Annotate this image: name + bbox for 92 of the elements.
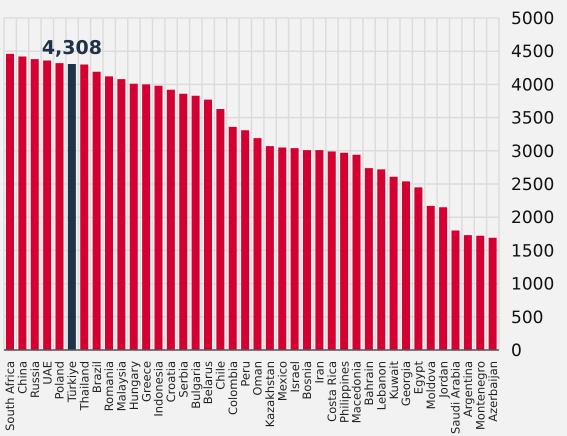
bar [228, 126, 237, 350]
x-tick-label: Saudi Arabia [448, 361, 463, 434]
x-tick-label: Mexico [275, 361, 290, 402]
y-tick-label: 4500 [511, 42, 554, 62]
bar [130, 84, 138, 350]
bar [364, 168, 373, 350]
x-tick-label: Moldova [424, 361, 438, 410]
bar [154, 86, 162, 350]
x-tick-label: Indonesia [152, 361, 166, 417]
bar [340, 152, 348, 350]
x-tick-label: Bulgaria [188, 361, 203, 409]
bar [290, 148, 299, 350]
bar [352, 154, 360, 350]
bar [402, 181, 410, 350]
bar [80, 64, 88, 350]
y-tick-label: 500 [511, 308, 544, 328]
y-tick-label: 3500 [511, 108, 554, 129]
x-tick-label: Croatia [164, 361, 178, 402]
bar [476, 236, 484, 350]
bar [303, 150, 311, 350]
x-tick-label: Oman [250, 361, 265, 396]
y-tick-label: 0 [511, 341, 522, 362]
x-tick-label: Russia [28, 361, 42, 398]
y-tick-label: 4000 [511, 75, 554, 96]
x-tick-label: Türkiye [65, 361, 80, 404]
bar [464, 235, 472, 350]
bar [204, 100, 212, 350]
x-tick-label: Bahrain [362, 361, 376, 406]
bar [216, 108, 224, 350]
y-tick-label: 1500 [511, 241, 554, 262]
x-tick-label: Argentina [461, 361, 476, 418]
bar [179, 94, 188, 350]
bar [315, 150, 324, 350]
bar [390, 176, 398, 350]
bar [414, 187, 422, 350]
bar [142, 84, 150, 350]
bar [488, 238, 497, 350]
bar [30, 59, 39, 350]
y-tick-label: 2000 [511, 208, 554, 228]
x-tick-label: Serbia [176, 361, 190, 398]
x-tick-label: Philippines [337, 361, 352, 423]
x-tick-label: UAE [40, 361, 54, 385]
x-tick-label: Montenegro [473, 361, 488, 430]
x-tick-label: Chile [214, 361, 228, 390]
x-tick-label: Greece [139, 361, 154, 402]
y-tick-label: 3000 [511, 142, 554, 162]
bar [377, 169, 386, 350]
data-label: 4,308 [42, 36, 102, 59]
bar [166, 90, 175, 350]
bar [92, 72, 101, 350]
x-tick-label: Belarus [201, 360, 216, 404]
bar [18, 56, 26, 350]
x-tick-label: Iran [312, 361, 327, 384]
bar [192, 96, 200, 350]
bar [254, 138, 262, 350]
bar [241, 130, 250, 350]
x-tick-label: Azerbaijan [486, 361, 500, 422]
x-tick-label: South Africa [3, 361, 18, 431]
x-tick-label: Hungary [126, 360, 141, 410]
bar [439, 207, 448, 350]
x-tick-label: Egypt [412, 360, 426, 394]
bar [117, 79, 126, 350]
x-tick-label: Poland [52, 361, 67, 400]
bar [68, 64, 76, 350]
x-tick-label: Thailand [77, 361, 92, 412]
x-tick-label: Macedonia [350, 361, 364, 424]
bar [56, 63, 64, 350]
bar [328, 151, 336, 350]
x-tick-label: Brazil [90, 361, 104, 394]
x-tick-label: Kazakhstan [263, 361, 278, 428]
bar [266, 146, 274, 350]
x-tick-label: Bosnia [300, 361, 314, 400]
y-tick-label: 2500 [511, 175, 554, 196]
y-tick-label: 5000 [511, 9, 554, 30]
x-tick-label: Georgia [399, 361, 414, 406]
bar [426, 206, 435, 350]
x-tick-label: Lebanon [374, 361, 388, 410]
x-tick-label: Peru [238, 361, 252, 387]
x-tick-label: China [16, 361, 30, 394]
bar [6, 54, 14, 350]
bar [105, 76, 113, 350]
x-tick-label: Jordan [436, 361, 450, 399]
x-tick-label: Kuwait [386, 360, 401, 400]
x-tick-label: Costa Rica [324, 361, 339, 422]
x-tick-label: Malaysia [114, 361, 129, 412]
x-tick-label: Colombia [226, 361, 240, 416]
bar [43, 60, 52, 350]
bar [278, 147, 286, 350]
x-tick-label: Israel [288, 361, 302, 392]
y-tick-label: 1000 [511, 274, 554, 295]
x-tick-label: Romania [102, 361, 116, 412]
bar [452, 230, 460, 350]
